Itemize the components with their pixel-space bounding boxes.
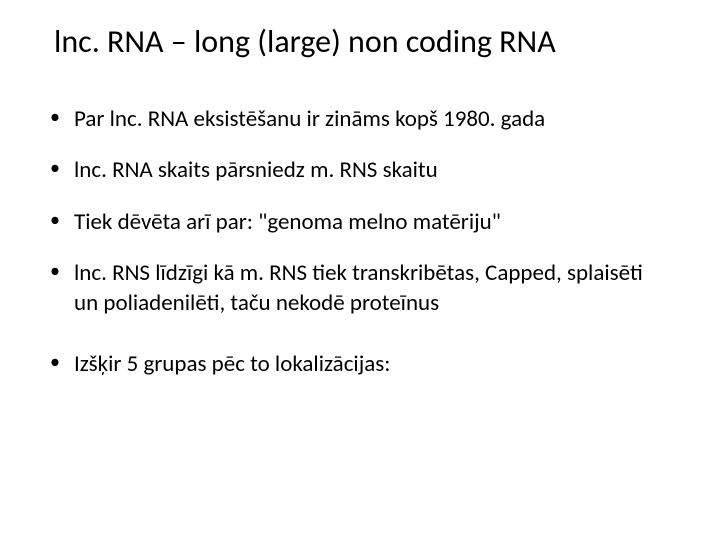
bullet-list: Par lnc. RNA eksistēšanu ir zināms kopš … — [48, 105, 672, 380]
bullet-item: Par lnc. RNA eksistēšanu ir zināms kopš … — [48, 105, 672, 134]
bullet-item: Tiek dēvēta arī par: "genoma melno matēr… — [48, 208, 672, 237]
slide: lnc. RNA – long (large) non coding RNA P… — [0, 0, 720, 540]
slide-title: lnc. RNA – long (large) non coding RNA — [54, 22, 672, 61]
bullet-item: lnc. RNS līdzīgi kā m. RNS tiek transkri… — [48, 259, 672, 318]
bullet-item: Izšķir 5 grupas pēc to lokalizācijas: — [48, 350, 672, 379]
bullet-item: lnc. RNA skaits pārsniedz m. RNS skaitu — [48, 156, 672, 185]
